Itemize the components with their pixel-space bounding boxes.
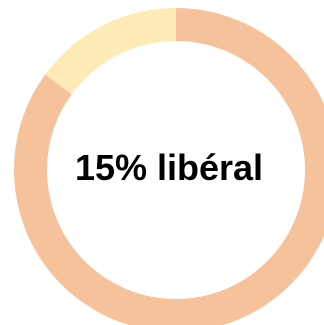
center-label: 15% libéral <box>75 147 263 188</box>
donut-slices <box>14 8 324 325</box>
donut-slice-0 <box>44 8 177 95</box>
